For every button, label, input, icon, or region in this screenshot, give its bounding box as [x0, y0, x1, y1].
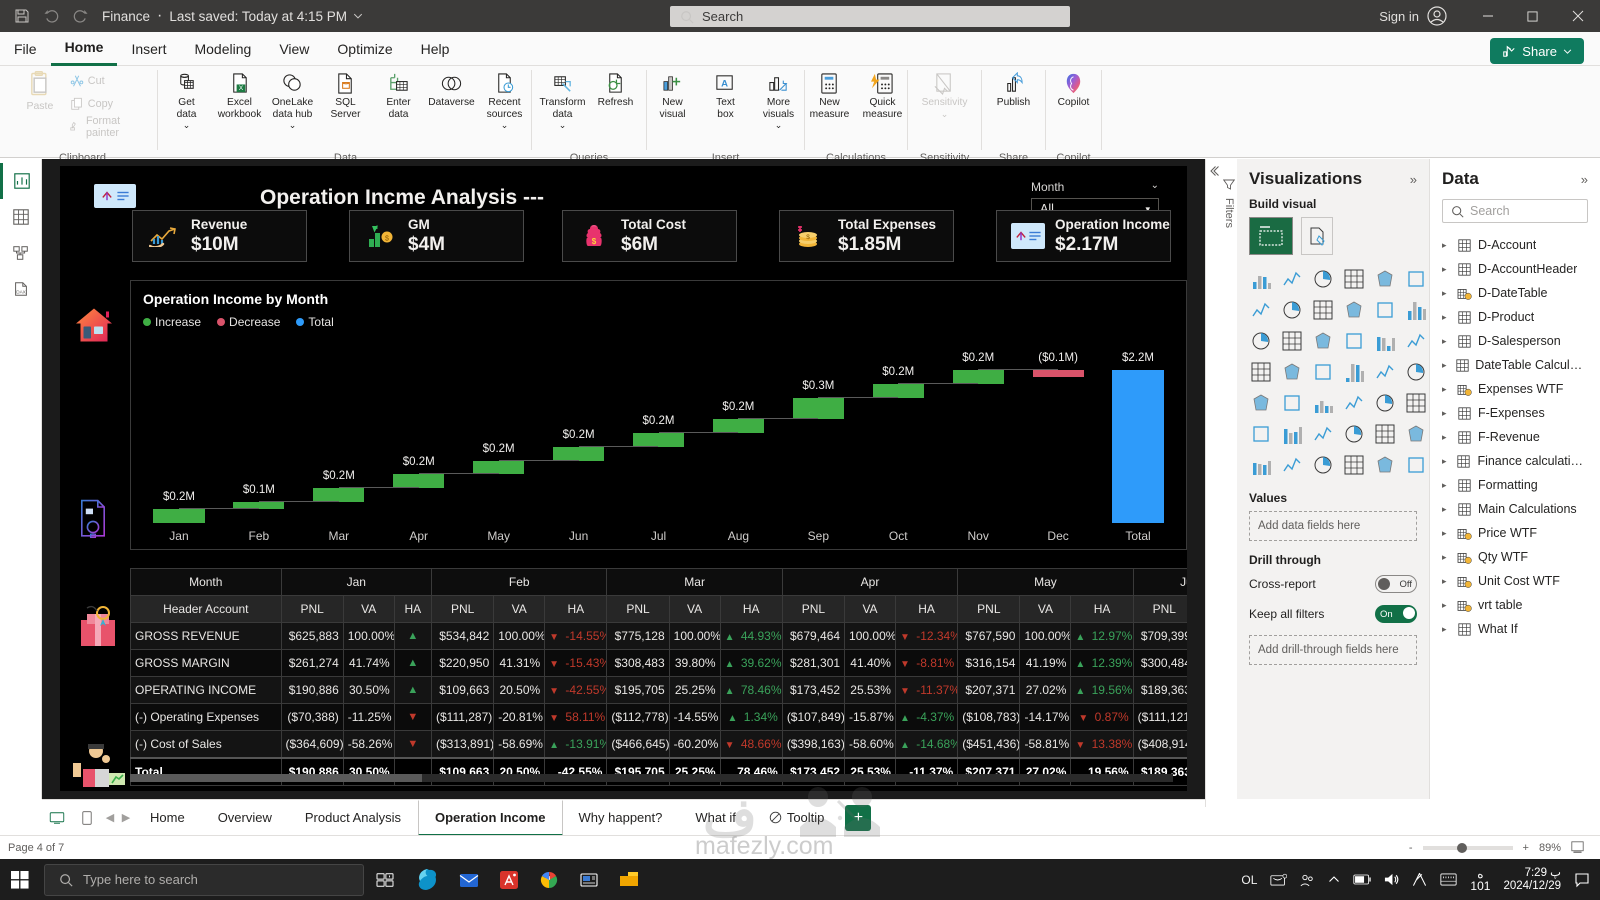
svg-text:$: $	[592, 237, 597, 246]
svg-text:X: X	[239, 85, 244, 92]
svg-text:A: A	[721, 78, 728, 89]
svg-text:$: $	[385, 236, 389, 243]
svg-text:$: $	[806, 234, 810, 241]
svg-text:DAX: DAX	[16, 290, 26, 295]
